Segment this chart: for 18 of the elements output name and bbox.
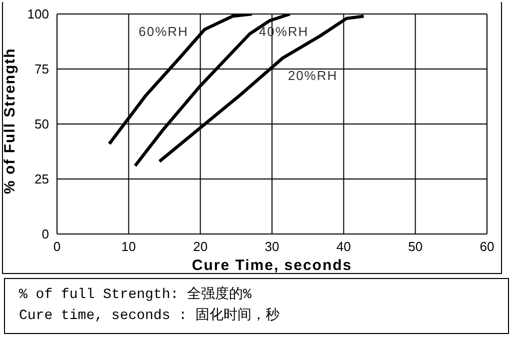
y-tick-label: 75 (34, 62, 49, 77)
x-tick-label: 30 (264, 239, 280, 254)
text: Cure time, seconds : 固化时间，秒 (19, 306, 280, 326)
series-label: 60%RH (138, 24, 188, 39)
y-tick-label: 0 (42, 226, 49, 242)
x-axis-title: Cure Time, seconds (192, 257, 352, 274)
y-tick-label: 25 (34, 172, 49, 187)
x-tick-label: 40 (336, 239, 351, 254)
text: % of full Strength: 全强度的% (19, 285, 252, 305)
x-tick-label: 10 (121, 239, 136, 254)
y-tick-label: 50 (34, 116, 49, 132)
y-tick-label: 100 (27, 6, 49, 22)
series-label: 20%RH (288, 68, 338, 83)
x-tick-label: 20 (193, 239, 208, 254)
x-tick-label: 0 (53, 239, 61, 254)
y-axis-title: % of Full Strength (1, 48, 18, 194)
x-tick-label: 50 (408, 239, 423, 254)
x-tick-label: 60 (480, 239, 494, 254)
